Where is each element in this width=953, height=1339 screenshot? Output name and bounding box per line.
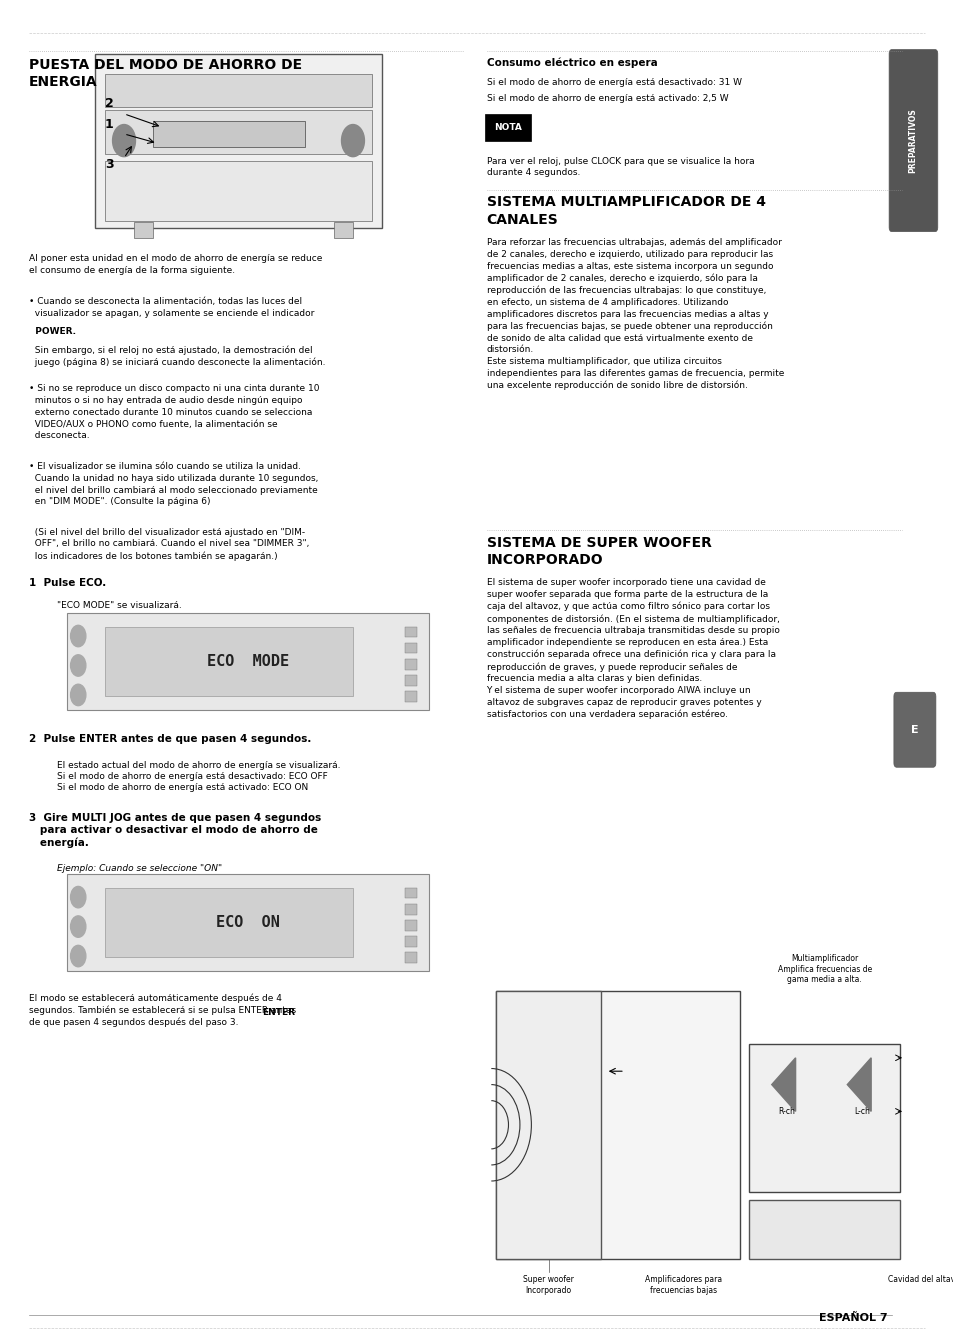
Bar [105,110,372,154]
Text: El estado actual del modo de ahorro de energía se visualizará.
Si el modo de aho: El estado actual del modo de ahorro de e… [57,761,340,793]
Text: Sin embargo, si el reloj no está ajustado, la demostración del
  juego (página 8: Sin embargo, si el reloj no está ajustad… [29,345,325,367]
Text: SISTEMA DE SUPER WOOFER
INCORPORADO: SISTEMA DE SUPER WOOFER INCORPORADO [486,536,711,566]
Polygon shape [846,1058,870,1111]
Text: L-ch: L-ch [854,1107,869,1115]
Circle shape [71,916,86,937]
Bar [496,991,600,1259]
Text: • El visualizador se ilumina sólo cuando se utiliza la unidad.
  Cuando la unida: • El visualizador se ilumina sólo cuando… [29,462,317,506]
Bar [67,874,429,971]
Text: Super woofer
Incorporado: Super woofer Incorporado [522,1275,574,1295]
Bar [405,643,416,653]
Text: Si el modo de ahorro de energía está activado: 2,5 W: Si el modo de ahorro de energía está act… [486,94,727,103]
Text: E: E [910,724,918,735]
Text: 1: 1 [105,118,113,131]
Bar [405,904,416,915]
Text: 3  Gire MULTI JOG antes de que pasen 4 segundos
   para activar o desactivar el : 3 Gire MULTI JOG antes de que pasen 4 se… [29,813,320,848]
Bar [133,222,152,238]
Bar [405,659,416,670]
FancyBboxPatch shape [893,692,935,767]
Text: El sistema de super woofer incorporado tiene una cavidad de
super woofer separad: El sistema de super woofer incorporado t… [486,578,779,719]
Bar [105,74,372,107]
Text: El modo se establecerá automáticamente después de 4
segundos. También se estable: El modo se establecerá automáticamente d… [29,994,295,1027]
Text: SISTEMA MULTIAMPLIFICADOR DE 4
CANALES: SISTEMA MULTIAMPLIFICADOR DE 4 CANALES [486,195,764,226]
Text: Amplificadores para
frecuencias bajas: Amplificadores para frecuencias bajas [644,1275,721,1295]
Bar [67,613,429,710]
Bar [405,888,416,898]
Bar [405,920,416,931]
Bar [405,691,416,702]
Polygon shape [771,1058,795,1111]
FancyBboxPatch shape [888,50,937,232]
Text: ENTER: ENTER [262,1008,295,1018]
Text: • Cuando se desconecta la alimentación, todas las luces del
  visualizador se ap: • Cuando se desconecta la alimentación, … [29,297,314,319]
Bar [405,952,416,963]
FancyBboxPatch shape [484,114,531,141]
Text: "ECO MODE" se visualizará.: "ECO MODE" se visualizará. [57,601,182,611]
Circle shape [341,125,364,157]
Bar [152,121,305,147]
Text: Al poner esta unidad en el modo de ahorro de energía se reduce
el consumo de ene: Al poner esta unidad en el modo de ahorr… [29,254,322,276]
Text: 3: 3 [105,158,113,171]
Bar [405,675,416,686]
Text: Ejemplo: Cuando se seleccione "ON": Ejemplo: Cuando se seleccione "ON" [57,864,222,873]
Bar [405,627,416,637]
Text: Cavidad del altavoz de subgraves: Cavidad del altavoz de subgraves [887,1275,953,1284]
Bar [105,888,353,957]
Text: Si el modo de ahorro de energía está desactivado: 31 W: Si el modo de ahorro de energía está des… [486,78,740,87]
Text: (Si el nivel del brillo del visualizador está ajustado en "DIM-
  OFF", el brill: (Si el nivel del brillo del visualizador… [29,528,309,561]
Text: PREPARATIVOS: PREPARATIVOS [907,108,917,173]
Text: POWER.: POWER. [29,327,75,336]
Text: Multiamplificador
Amplifica frecuencias de
gama media a alta.: Multiamplificador Amplifica frecuencias … [777,955,871,984]
Text: • Si no se reproduce un disco compacto ni una cinta durante 10
  minutos o si no: • Si no se reproduce un disco compacto n… [29,384,319,441]
Bar [334,222,353,238]
Text: Para reforzar las frecuencias ultrabajas, además del amplificador
de 2 canales, : Para reforzar las frecuencias ultrabajas… [486,238,783,390]
Bar [95,54,381,228]
Bar [105,161,372,221]
Text: Para ver el reloj, pulse CLOCK para que se visualice la hora
durante 4 segundos.: Para ver el reloj, pulse CLOCK para que … [486,157,754,177]
Text: 2  Pulse ENTER antes de que pasen 4 segundos.: 2 Pulse ENTER antes de que pasen 4 segun… [29,734,311,743]
Text: R-ch: R-ch [778,1107,795,1115]
Text: ECO  ON: ECO ON [216,915,279,931]
Circle shape [71,684,86,706]
Text: PUESTA DEL MODO DE AHORRO DE
ENERGIA: PUESTA DEL MODO DE AHORRO DE ENERGIA [29,58,301,88]
Circle shape [71,625,86,647]
Text: ESPAÑOL 7: ESPAÑOL 7 [818,1312,886,1323]
Circle shape [71,655,86,676]
Bar [405,936,416,947]
Bar [748,1044,900,1192]
Text: ECO  MODE: ECO MODE [207,653,289,670]
Text: 2: 2 [105,96,113,110]
Text: 1  Pulse ECO.: 1 Pulse ECO. [29,578,106,588]
Text: Consumo eléctrico en espera: Consumo eléctrico en espera [486,58,657,68]
Circle shape [71,886,86,908]
Bar [748,1200,900,1259]
Bar [105,627,353,696]
Bar [496,991,739,1259]
Text: NOTA: NOTA [494,123,521,131]
Circle shape [112,125,135,157]
Circle shape [71,945,86,967]
